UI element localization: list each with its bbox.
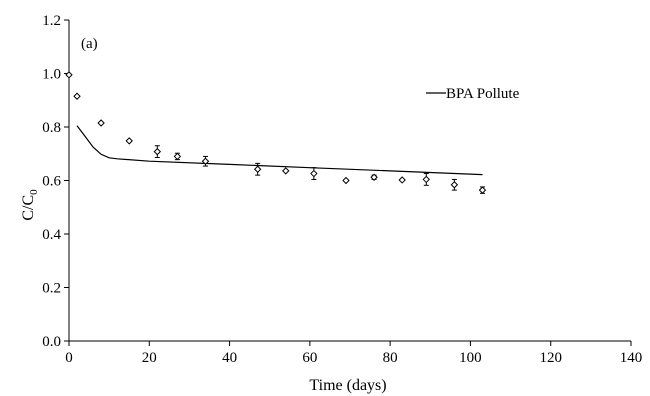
x-axis-title: Time (days) bbox=[309, 377, 386, 394]
x-tick-label: 60 bbox=[302, 350, 317, 366]
data-point bbox=[125, 137, 133, 145]
chart-marks bbox=[65, 71, 487, 194]
data-point bbox=[73, 92, 81, 100]
y-tick-label: 0.4 bbox=[42, 227, 61, 243]
x-tick-label: 120 bbox=[539, 350, 562, 366]
data-point bbox=[153, 147, 162, 156]
data-point bbox=[450, 181, 459, 189]
y-axis-title: C/C0 bbox=[20, 189, 40, 221]
y-tick-label: 1.0 bbox=[42, 67, 61, 83]
axes: 0 20 40 60 80 100 120 140 0.0 0.2 0.4 0.6 0.8 1.0 1.2 bbox=[42, 13, 642, 366]
y-axis-title-main: C/C bbox=[20, 195, 37, 221]
legend-label: BPA Pollute bbox=[446, 86, 520, 102]
data-point bbox=[422, 175, 430, 184]
x-tick-label: 140 bbox=[620, 350, 643, 366]
y-tick-label: 1.2 bbox=[42, 13, 61, 29]
y-tick-label: 0.6 bbox=[42, 174, 61, 190]
y-axis-title-subscript: 0 bbox=[28, 189, 40, 195]
data-point bbox=[478, 186, 487, 194]
data-point bbox=[310, 169, 318, 178]
series-line-bpa-pollute bbox=[76, 125, 483, 176]
x-tick-label: 40 bbox=[222, 350, 237, 366]
y-tick-label: 0.0 bbox=[42, 334, 61, 350]
data-point bbox=[398, 176, 406, 184]
legend: BPA Pollute bbox=[426, 86, 520, 102]
data-point bbox=[201, 157, 210, 165]
x-tick-label: 0 bbox=[65, 350, 73, 366]
data-point bbox=[65, 71, 73, 79]
data-point bbox=[342, 176, 350, 185]
data-point bbox=[370, 173, 378, 181]
x-tick-label: 100 bbox=[459, 350, 482, 366]
x-tick-label: 20 bbox=[142, 350, 157, 366]
panel-label: (a) bbox=[81, 36, 98, 52]
data-point bbox=[282, 167, 290, 175]
y-tick-label: 0.8 bbox=[42, 120, 61, 136]
data-point bbox=[97, 119, 105, 127]
data-point bbox=[173, 152, 182, 161]
x-tick-label: 80 bbox=[383, 350, 398, 366]
data-point bbox=[253, 165, 262, 173]
y-tick-label: 0.2 bbox=[42, 281, 61, 297]
